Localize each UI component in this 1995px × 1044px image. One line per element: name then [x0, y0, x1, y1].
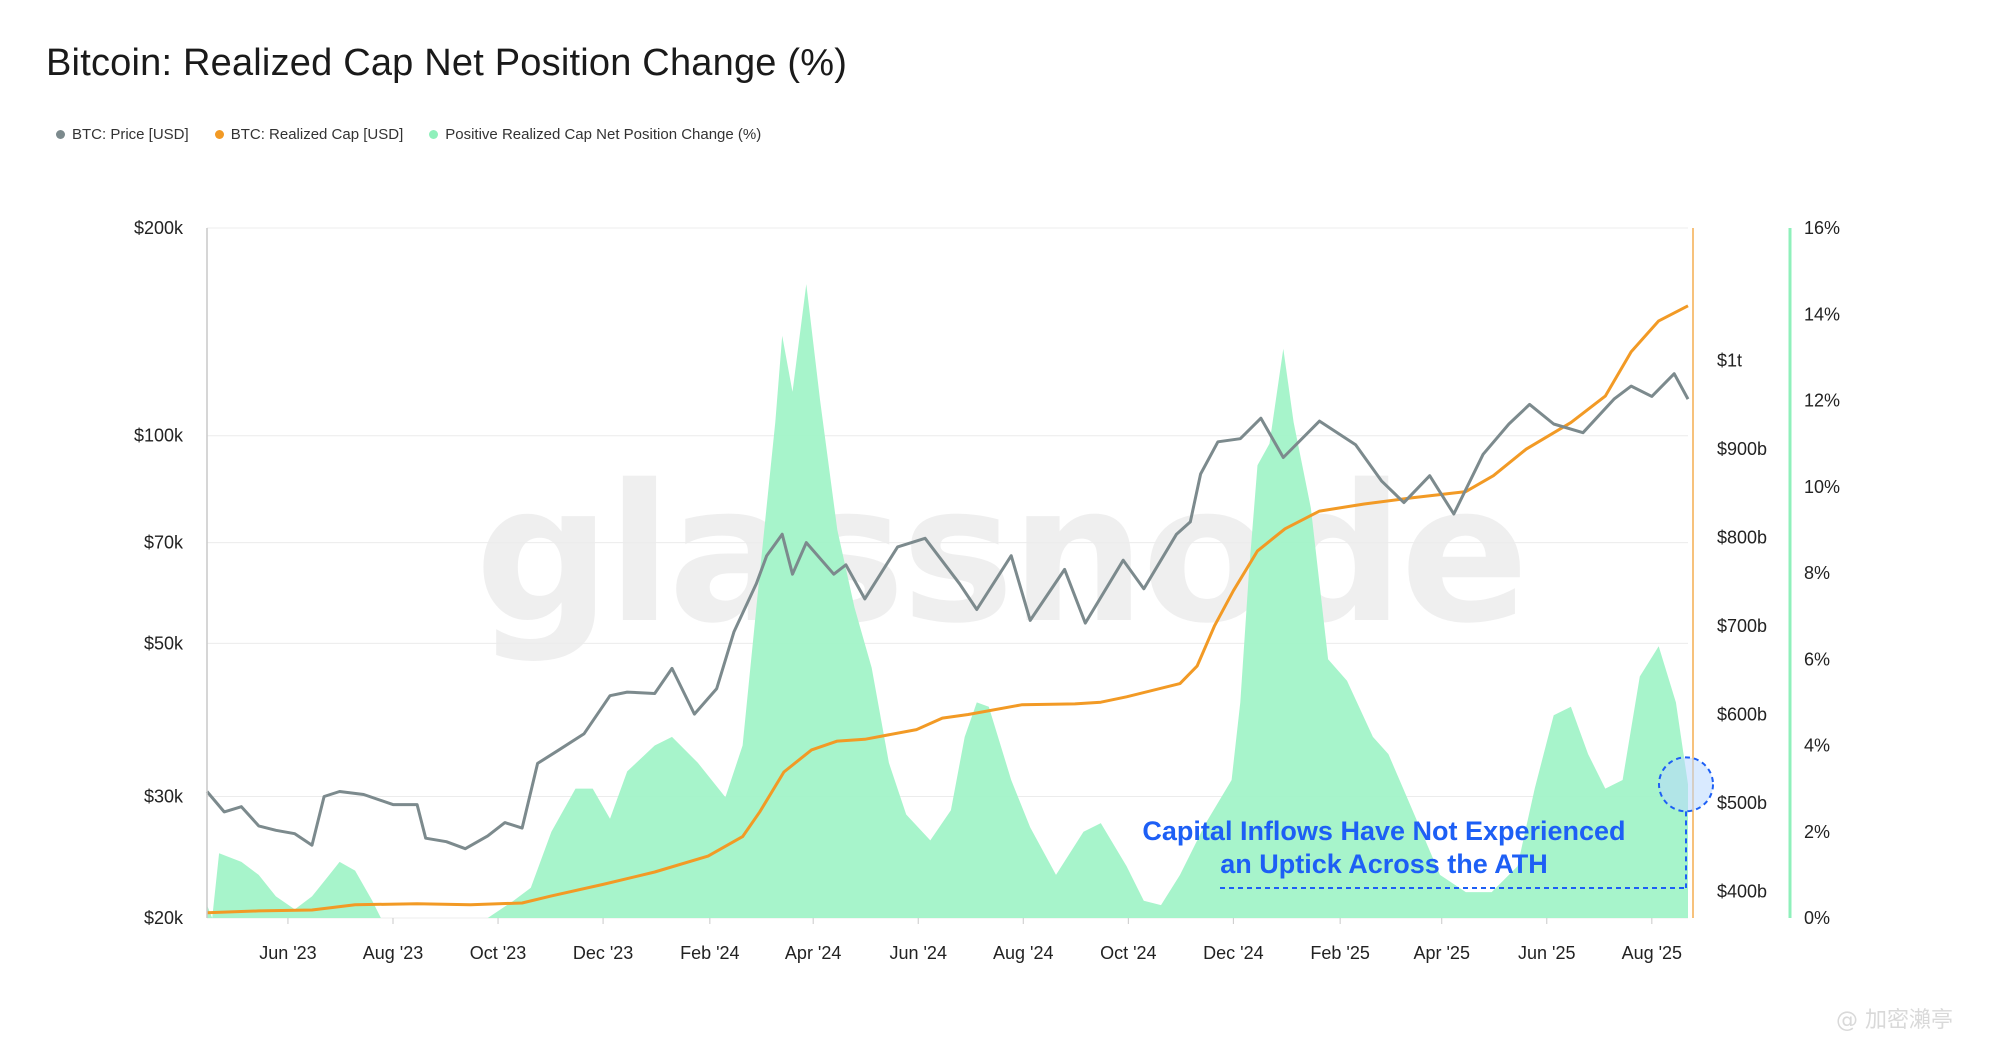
- y-right-pct-tick-label: 0%: [1804, 908, 1830, 928]
- y-left-tick-label: $30k: [144, 786, 184, 806]
- legend-dot-realized-cap: [214, 130, 224, 139]
- y-left-tick-label: $50k: [144, 633, 184, 653]
- annotation-line-2: an Uptick Across the ATH: [1220, 849, 1548, 879]
- x-tick-label: Jun '25: [1518, 943, 1575, 963]
- net-position-area-layer: [207, 284, 1688, 919]
- y-right-pct-tick-label: 10%: [1804, 477, 1840, 497]
- legend-item-net-position[interactable]: Positive Realized Cap Net Position Chang…: [429, 126, 761, 143]
- y-right-pct-tick-label: 4%: [1804, 736, 1830, 756]
- chart-legend: BTC: Price [USD] BTC: Realized Cap [USD]…: [56, 126, 761, 143]
- x-tick-label: Aug '23: [363, 943, 424, 963]
- legend-label-net-position: Positive Realized Cap Net Position Chang…: [445, 126, 762, 143]
- y-right-pct-tick-label: 6%: [1804, 649, 1830, 669]
- legend-dot-net-position: [429, 130, 439, 139]
- x-tick-label: Oct '23: [470, 943, 526, 963]
- x-tick-label: Dec '24: [1203, 943, 1263, 963]
- y-right-cap-tick-label: $900b: [1717, 439, 1767, 459]
- y-right-pct-tick-label: 2%: [1804, 822, 1830, 842]
- y-right-pct-tick-label: 8%: [1804, 563, 1830, 583]
- series-lines-layer: [205, 304, 1690, 915]
- y-right-pct-tick-label: 14%: [1804, 304, 1840, 324]
- legend-dot-price: [56, 130, 65, 139]
- x-tick-label: Feb '24: [680, 943, 739, 963]
- x-tick-label: Apr '24: [785, 943, 841, 963]
- credit-watermark: @ 加密瀨亭: [1836, 1008, 1953, 1033]
- legend-item-realized-cap[interactable]: BTC: Realized Cap [USD]: [214, 126, 404, 143]
- y-left-tick-label: $70k: [144, 533, 184, 553]
- y-left-tick-label: $20k: [144, 908, 184, 928]
- y-right-cap-tick-label: $500b: [1717, 793, 1767, 813]
- x-tick-label: Oct '24: [1100, 943, 1156, 963]
- legend-label-price: BTC: Price [USD]: [72, 126, 189, 143]
- x-tick-label: Apr '25: [1413, 943, 1469, 963]
- y-right-cap-tick-label: $700b: [1717, 616, 1767, 636]
- legend-label-realized-cap: BTC: Realized Cap [USD]: [230, 126, 404, 143]
- annotation-line-1: Capital Inflows Have Not Experienced: [1142, 816, 1625, 846]
- y-right-pct-tick-label: 12%: [1804, 391, 1840, 411]
- x-tick-label: Dec '23: [573, 943, 633, 963]
- chart-title: Bitcoin: Realized Cap Net Position Chang…: [46, 42, 848, 84]
- x-tick-label: Jun '24: [889, 943, 946, 963]
- y-right-pct-tick-label: 16%: [1804, 218, 1840, 238]
- x-tick-label: Jun '23: [259, 943, 316, 963]
- x-tick-label: Feb '25: [1310, 943, 1369, 963]
- axes-layer: $200k $100k $70k $50k $30k $20k $1t $900b $800b $…: [134, 218, 1840, 963]
- annotation-circle: [1658, 756, 1714, 813]
- watermark-text: glassnode: [475, 444, 1525, 665]
- price-line: [205, 372, 1690, 851]
- y-right-cap-tick-label: $800b: [1717, 528, 1767, 548]
- x-tick-label: Aug '24: [993, 943, 1054, 963]
- y-right-cap-tick-label: $1t: [1717, 351, 1742, 371]
- net-position-area: [207, 284, 1688, 919]
- y-right-cap-tick-label: $600b: [1717, 705, 1767, 725]
- realized-cap-line: [206, 304, 1689, 915]
- y-right-cap-tick-label: $400b: [1717, 881, 1767, 901]
- y-left-tick-label: $200k: [134, 218, 184, 238]
- legend-item-price[interactable]: BTC: Price [USD]: [56, 126, 189, 143]
- x-tick-label: Aug '25: [1622, 943, 1683, 963]
- y-left-tick-label: $100k: [134, 426, 184, 446]
